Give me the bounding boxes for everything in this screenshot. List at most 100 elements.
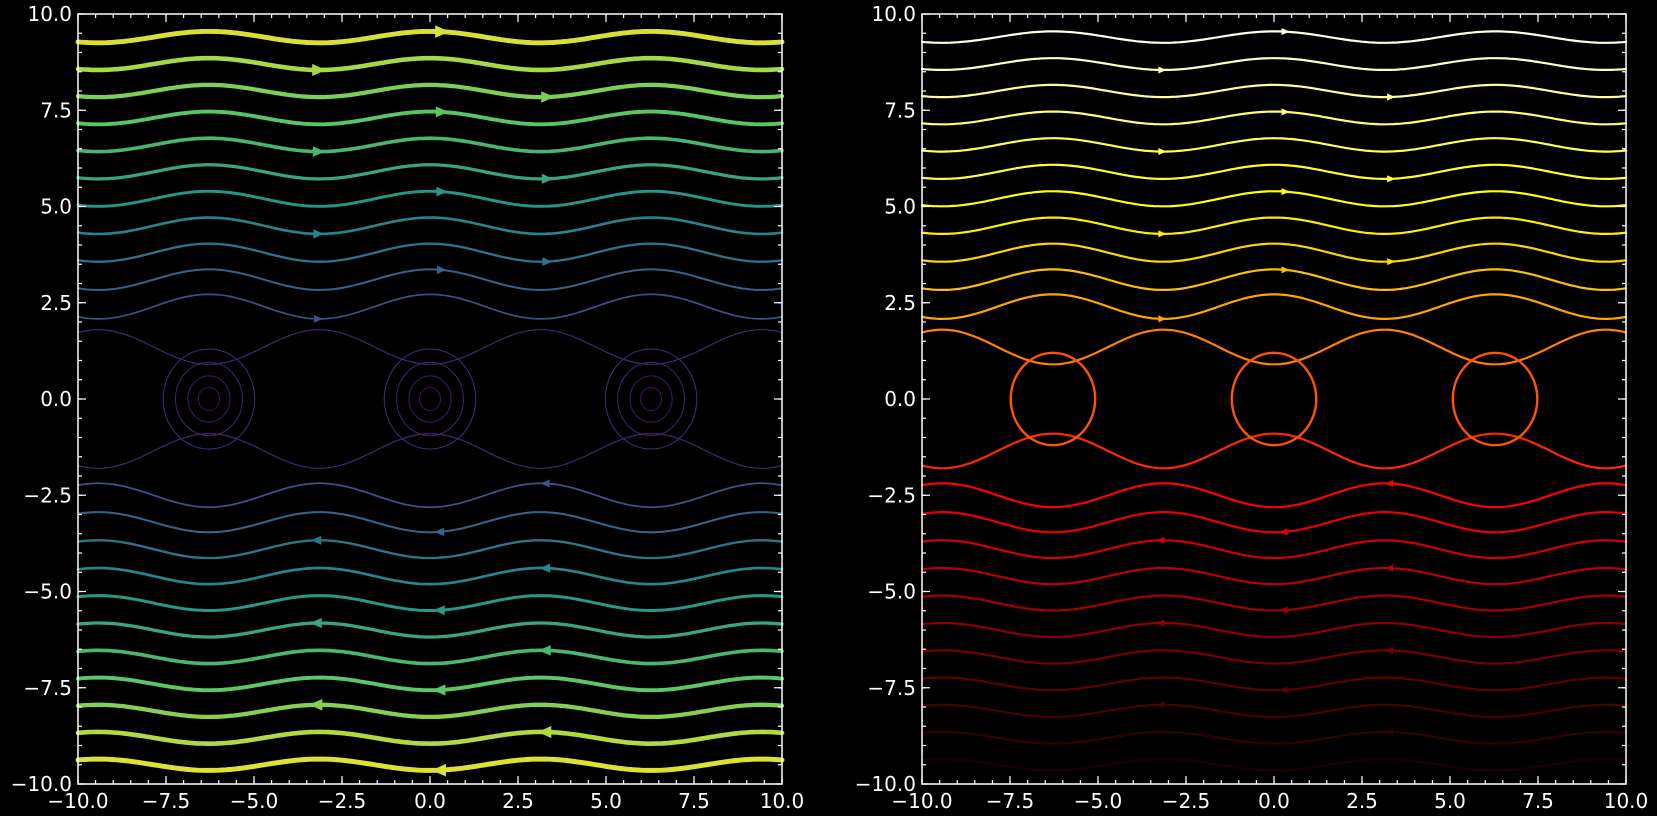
plot-frame-left: [77, 13, 783, 785]
axis-ticks-left: −10.0 −7.5 −5.0 −2.5 0.0 2.5 5.0 7.5 10.0 −10.0 −7…: [11, 2, 805, 813]
streamline-20: [920, 57, 1628, 71]
y-tick-label: 0.0: [884, 387, 916, 411]
streamline-16: [76, 163, 784, 181]
stream-arrow-18: [1158, 148, 1167, 156]
stream-arrow-20: [541, 91, 555, 103]
x-tick-label: −5.0: [230, 789, 279, 813]
separatrix-1: [921, 432, 1627, 470]
x-tick-label: 5.0: [590, 789, 622, 813]
stream-arrow-3: [309, 698, 323, 711]
stream-arrow-3: [1156, 701, 1165, 709]
vortex-rings-left: [162, 348, 698, 450]
streamline-5: [920, 621, 1628, 639]
y-tick-label: −10.0: [11, 772, 72, 796]
stream-arrow-22: [435, 25, 450, 38]
streamline-15: [76, 189, 784, 208]
stream-arrow-8: [539, 563, 551, 573]
separatrix-1: [77, 433, 783, 469]
streamline-9: [76, 511, 784, 534]
x-tick-label: 2.5: [502, 789, 534, 813]
streamline-10: [77, 482, 783, 509]
streamline-15: [920, 190, 1628, 208]
streamline-14: [920, 216, 1628, 235]
streamline-17: [76, 136, 784, 154]
streamline-6: [920, 594, 1628, 612]
stream-arrow-2: [537, 725, 552, 739]
streamplot-right: −10.0 −7.5 −5.0 −2.5 0.0 2.5 5.0 7.5 10.0 −10.0 −7…: [855, 2, 1649, 813]
stream-arrow-16: [436, 186, 448, 197]
y-tick-label: −7.5: [23, 676, 72, 700]
stream-arrow-4: [432, 684, 446, 696]
vortex-ring-0-0: [1009, 351, 1097, 447]
streamline-11: [920, 293, 1628, 320]
vortex-ring-2-1: [629, 375, 673, 423]
stream-arrow-21: [312, 63, 326, 76]
y-tick-label: 10.0: [27, 2, 72, 26]
streamline-9: [920, 511, 1628, 534]
y-tick-label: 7.5: [40, 98, 72, 122]
stream-arrow-19: [1281, 108, 1290, 116]
stream-arrow-8: [1385, 564, 1394, 572]
streamline-20: [75, 55, 785, 73]
streamline-3: [920, 676, 1628, 692]
streamline-13: [920, 242, 1628, 263]
stream-arrow-4: [1279, 686, 1288, 694]
vortex-ring-0-2: [175, 361, 243, 437]
stream-arrow-21: [1158, 66, 1167, 74]
streamline-16: [920, 163, 1628, 180]
x-tick-label: 0.0: [414, 789, 446, 813]
vortex-ring-1-0: [418, 386, 442, 412]
stream-arrow-6: [310, 617, 322, 629]
x-tick-label: −5.0: [1074, 789, 1123, 813]
x-tick-label: −10.0: [891, 789, 952, 813]
streamline-19: [75, 82, 785, 100]
vortex-ring-0-1: [187, 375, 231, 423]
streamline-1: [75, 729, 785, 747]
x-tick-label: −2.5: [318, 789, 367, 813]
streamline-12: [920, 268, 1628, 291]
axis-ticks-right: −10.0 −7.5 −5.0 −2.5 0.0 2.5 5.0 7.5 10.0 −10.0 −7…: [855, 2, 1649, 813]
separatrix-0: [921, 328, 1627, 366]
streamline-14: [76, 216, 784, 236]
stream-arrows-left: [309, 25, 555, 777]
streamline-19: [920, 83, 1628, 99]
streamline-0: [75, 756, 785, 773]
y-tick-label: −10.0: [855, 772, 916, 796]
streamline-18: [920, 110, 1628, 126]
stream-arrow-11: [1385, 479, 1394, 487]
stream-arrow-11: [540, 479, 550, 488]
streamline-18: [76, 109, 784, 127]
stream-lines-left: [75, 28, 785, 773]
separatrix-0: [77, 329, 783, 365]
y-tick-label: −7.5: [867, 676, 916, 700]
streamline-17: [920, 137, 1628, 153]
x-tick-label: 10.0: [760, 789, 805, 813]
streamline-11: [77, 293, 783, 320]
stream-arrow-12: [1158, 315, 1167, 323]
y-tick-label: 7.5: [884, 98, 916, 122]
streamline-21: [75, 28, 785, 46]
vortex-ring-1-1: [408, 375, 452, 423]
vortex-ring-1-2: [396, 361, 464, 437]
stream-arrows-right: [1156, 28, 1396, 774]
stream-arrow-13: [1281, 266, 1290, 274]
stream-arrow-1: [431, 763, 446, 777]
stream-arrow-7: [433, 605, 445, 616]
stream-arrow-18: [312, 146, 325, 157]
stream-arrow-5: [1385, 646, 1394, 654]
stream-arrow-17: [1387, 175, 1396, 183]
stream-arrow-10: [434, 527, 445, 537]
y-tick-label: 5.0: [40, 195, 72, 219]
streamline-13: [76, 242, 784, 263]
x-tick-label: 7.5: [1522, 789, 1554, 813]
streamline-10: [920, 482, 1628, 509]
vortex-rings-right: [1009, 351, 1539, 447]
stream-arrow-22: [1281, 28, 1290, 36]
stream-arrow-19: [435, 106, 449, 118]
streamline-5: [76, 621, 784, 639]
streamline-12: [76, 268, 784, 291]
x-tick-label: 10.0: [1604, 789, 1649, 813]
plot-frame-right: [921, 13, 1627, 785]
x-tick-label: −10.0: [47, 789, 108, 813]
stream-arrow-5: [538, 645, 551, 656]
